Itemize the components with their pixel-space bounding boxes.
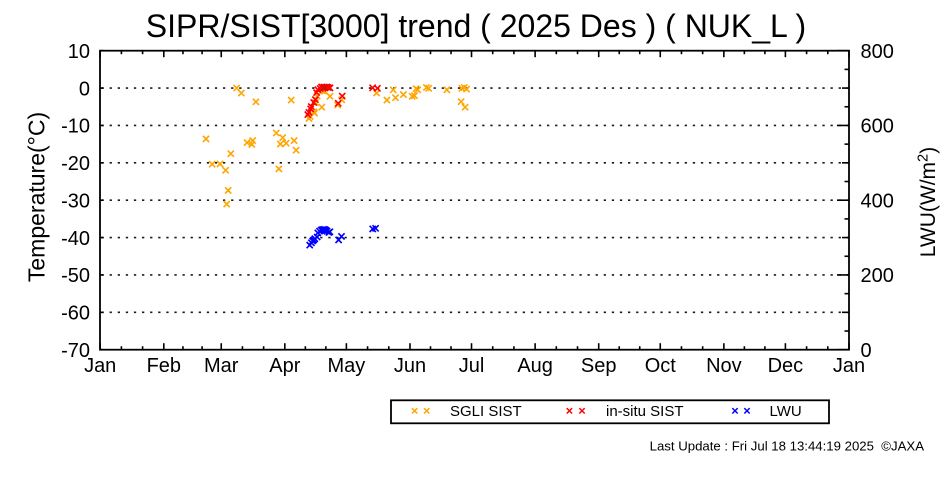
svg-text:Sep: Sep [581, 355, 617, 377]
svg-text:in-situ SIST: in-situ SIST [606, 403, 684, 420]
svg-text:-60: -60 [61, 303, 90, 325]
svg-text:Apr: Apr [269, 355, 300, 377]
svg-text:0: 0 [79, 78, 90, 100]
svg-text:Jul: Jul [459, 355, 485, 377]
svg-text:SIPR/SIST[3000] trend ( 2025 D: SIPR/SIST[3000] trend ( 2025 Des ) ( NUK… [146, 8, 806, 44]
svg-text:LWU(W/m2): LWU(W/m2) [916, 147, 940, 257]
svg-text:Jan: Jan [84, 355, 116, 377]
svg-text:200: 200 [861, 265, 894, 287]
svg-text:-10: -10 [61, 116, 90, 138]
svg-text:Temperature(°C): Temperature(°C) [24, 112, 50, 282]
svg-text:600: 600 [861, 116, 894, 138]
svg-text:800: 800 [861, 41, 894, 63]
svg-text:-70: -70 [61, 340, 90, 362]
svg-text:Nov: Nov [706, 355, 742, 377]
svg-text:Feb: Feb [147, 355, 181, 377]
svg-text:-50: -50 [61, 265, 90, 287]
svg-text:0: 0 [861, 340, 872, 362]
svg-text:May: May [327, 355, 365, 377]
svg-text:-20: -20 [61, 153, 90, 175]
svg-text:Jan: Jan [833, 355, 865, 377]
svg-text:Last Update : Fri Jul 18 13:44: Last Update : Fri Jul 18 13:44:19 2025 ©… [650, 438, 925, 453]
svg-text:Oct: Oct [645, 355, 677, 377]
svg-text:400: 400 [861, 190, 894, 212]
svg-text:SGLI SIST: SGLI SIST [450, 403, 522, 420]
svg-text:Dec: Dec [768, 355, 804, 377]
svg-text:Jun: Jun [394, 355, 426, 377]
svg-text:10: 10 [68, 41, 90, 63]
svg-text:Mar: Mar [204, 355, 239, 377]
svg-text:LWU: LWU [770, 403, 802, 420]
svg-text:-40: -40 [61, 228, 90, 250]
svg-text:-30: -30 [61, 190, 90, 212]
svg-text:Aug: Aug [517, 355, 553, 377]
